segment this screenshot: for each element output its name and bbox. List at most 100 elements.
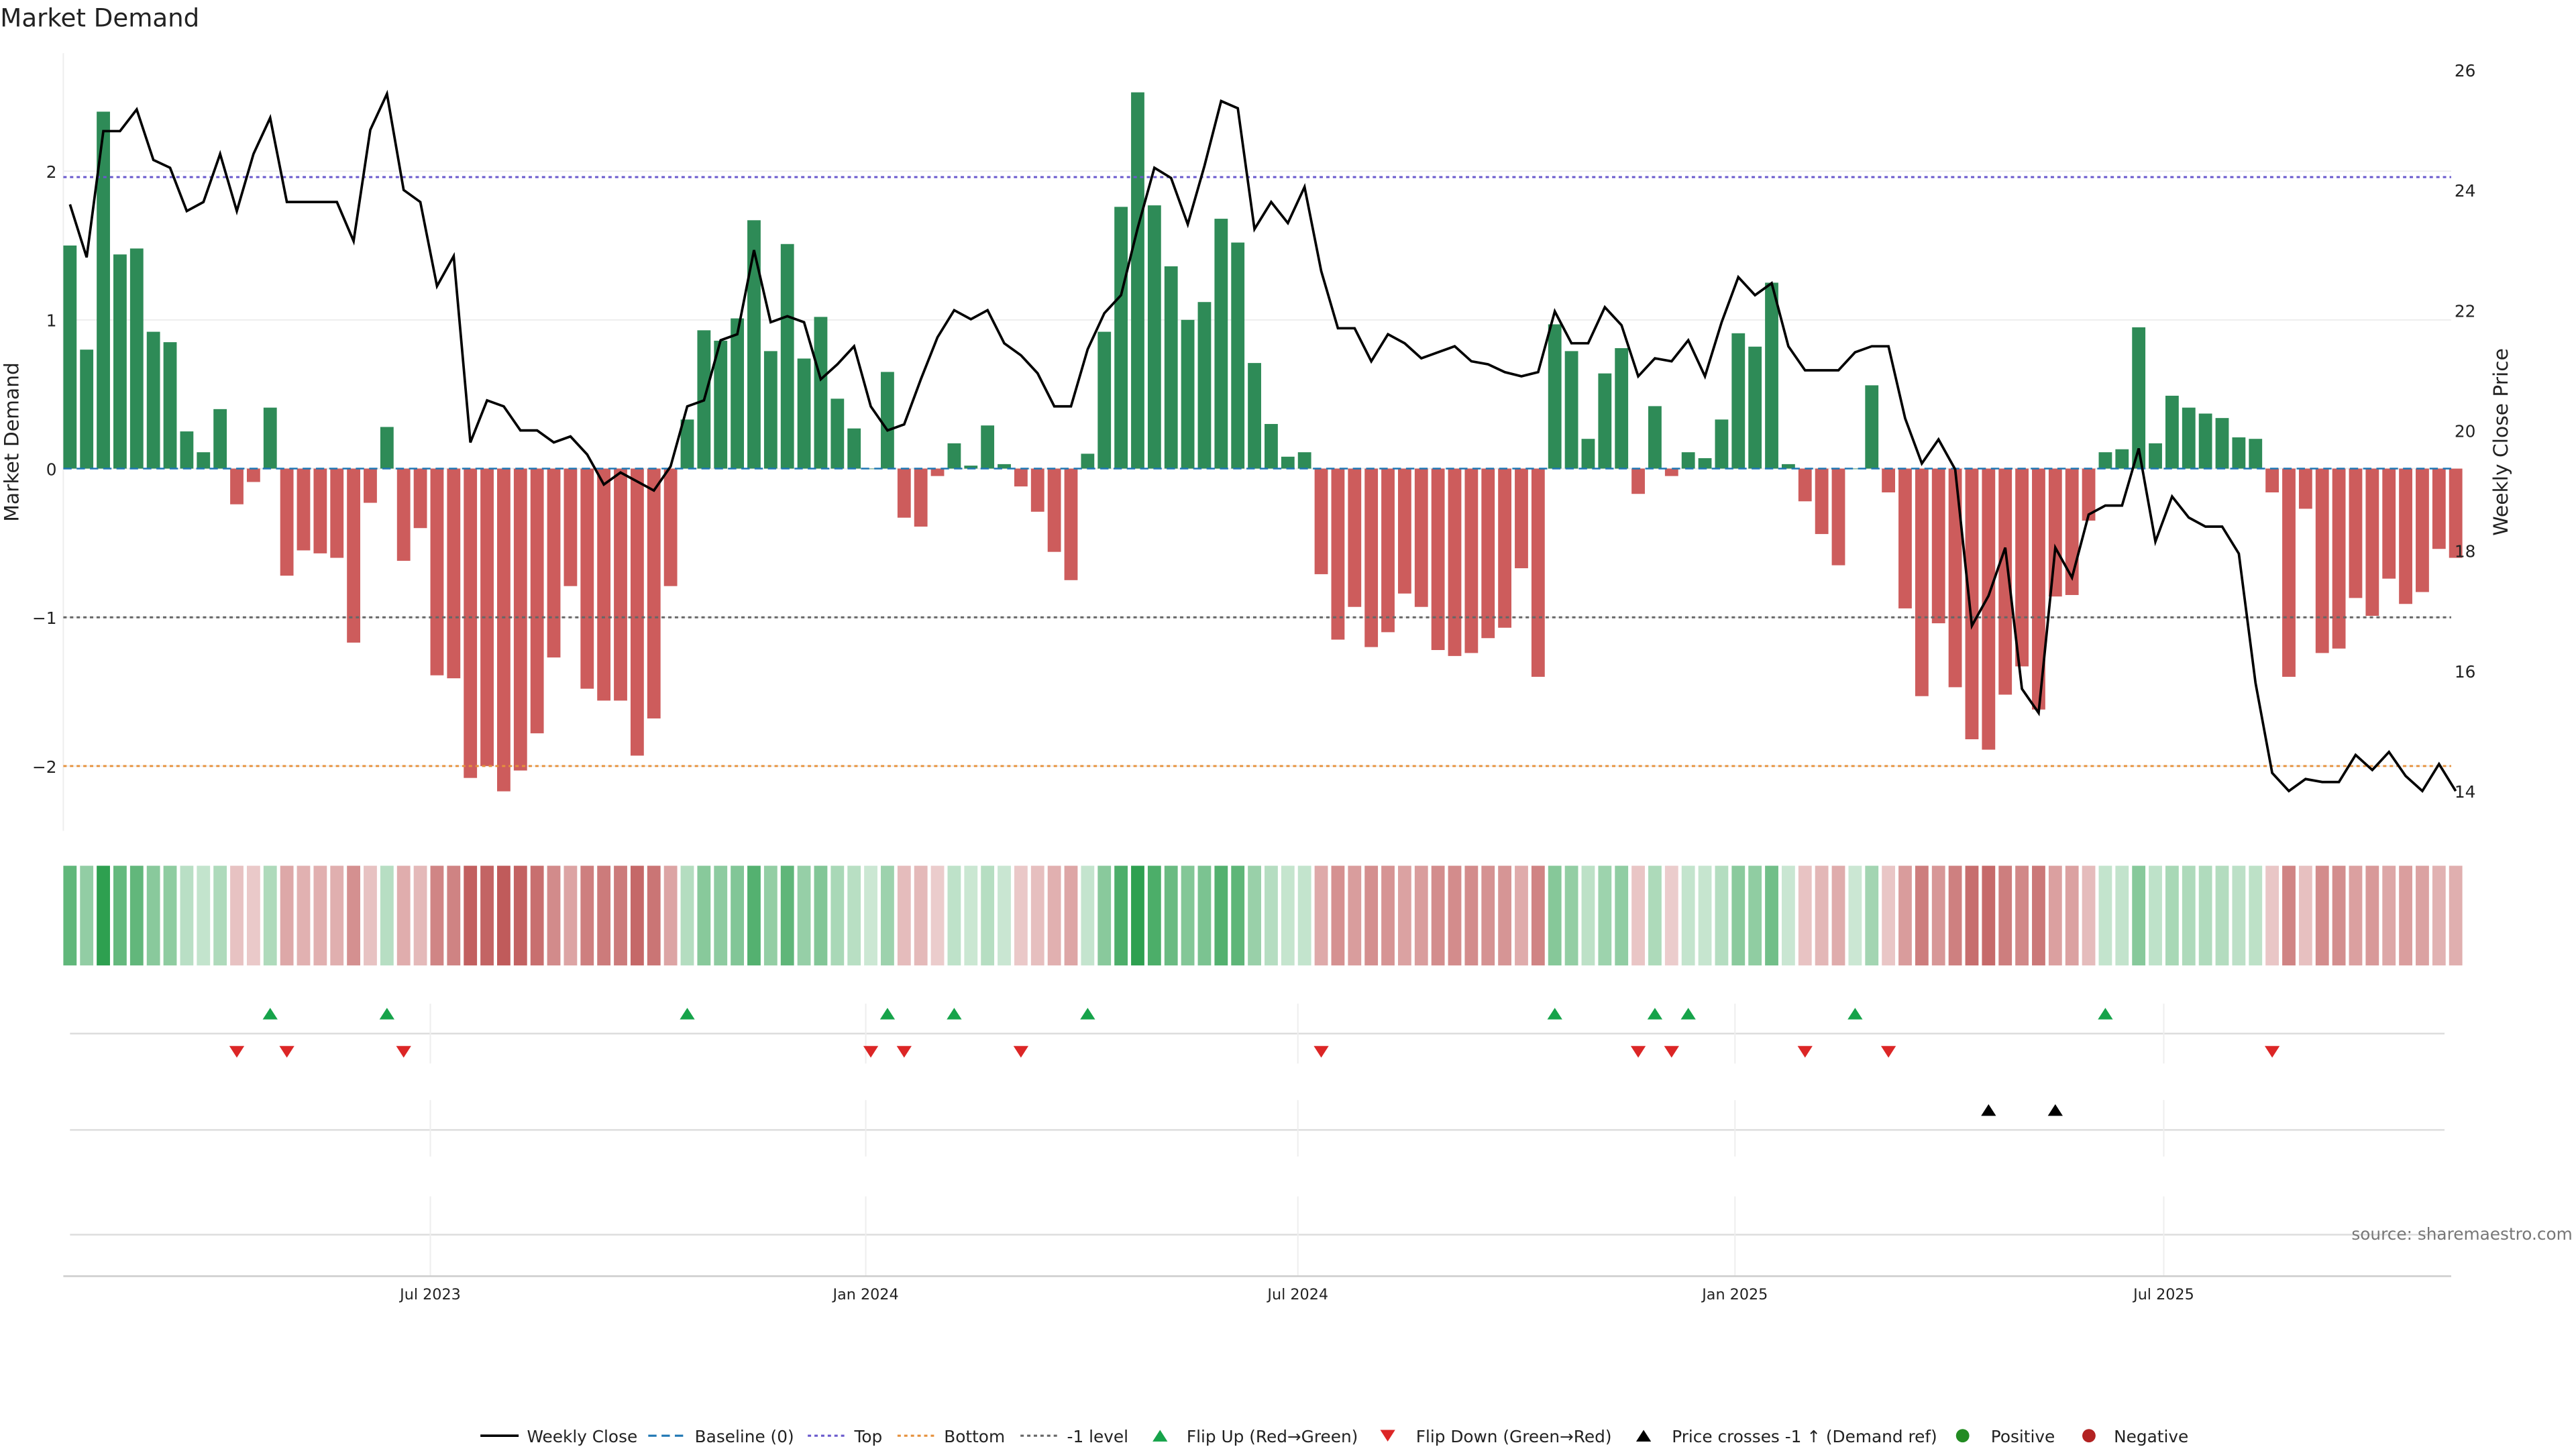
demand-bar bbox=[1948, 468, 1962, 688]
demand-bar bbox=[630, 468, 644, 756]
demand-bar bbox=[246, 468, 260, 482]
demand-bar bbox=[1515, 468, 1528, 569]
heat-cell bbox=[2432, 865, 2446, 966]
heat-cell bbox=[1348, 865, 1362, 966]
demand-bar bbox=[2015, 468, 2029, 667]
heat-cell bbox=[1231, 865, 1245, 966]
demand-bar bbox=[1848, 468, 1862, 470]
heat-cell bbox=[1731, 865, 1746, 966]
demand-bar bbox=[1414, 468, 1428, 607]
demand-bar bbox=[998, 464, 1011, 469]
heat-cell bbox=[2032, 865, 2045, 966]
heat-cell bbox=[197, 865, 211, 966]
flip-up-marker bbox=[947, 1008, 962, 1020]
heat-cell bbox=[1197, 865, 1212, 966]
demand-bar bbox=[1865, 385, 1879, 469]
heat-cell bbox=[330, 865, 344, 966]
demand-bar bbox=[830, 398, 845, 469]
heat-cell bbox=[998, 865, 1011, 966]
demand-bar bbox=[1431, 468, 1445, 651]
flip-down-marker bbox=[396, 1046, 411, 1058]
price-cross-marker bbox=[2047, 1104, 2063, 1116]
heat-cell bbox=[1297, 865, 1311, 966]
demand-bar bbox=[2416, 468, 2429, 592]
demand-bar bbox=[1564, 351, 1578, 469]
demand-bar bbox=[263, 407, 277, 469]
heat-cell bbox=[413, 865, 427, 966]
heat-cell bbox=[2015, 865, 2029, 966]
heat-cell bbox=[663, 865, 678, 966]
y-tick-label: −1 bbox=[32, 608, 57, 628]
demand-bar bbox=[2132, 327, 2146, 469]
heat-cell bbox=[2382, 865, 2396, 966]
demand-bar bbox=[1615, 347, 1629, 469]
heat-cell bbox=[881, 865, 894, 966]
y-tick-label: 2 bbox=[46, 162, 57, 182]
heat-cell bbox=[2298, 865, 2312, 966]
demand-bar bbox=[2048, 468, 2062, 597]
heat-cell bbox=[1431, 865, 1445, 966]
demand-bar bbox=[447, 468, 461, 679]
demand-bar bbox=[1014, 468, 1028, 487]
heat-cell bbox=[2115, 865, 2129, 966]
demand-bar bbox=[513, 468, 527, 771]
demand-bar bbox=[564, 468, 578, 586]
heat-cell bbox=[1097, 865, 1112, 966]
heat-cell bbox=[647, 865, 661, 966]
heat-cell bbox=[2282, 865, 2296, 966]
heat-cell bbox=[1030, 865, 1044, 966]
heat-cell bbox=[1982, 865, 1996, 966]
heat-cell bbox=[1548, 865, 1562, 966]
demand-bar bbox=[2182, 407, 2196, 469]
demand-bar bbox=[230, 468, 244, 504]
demand-bar bbox=[1982, 468, 1996, 750]
x-axis: Jul 2023 Jan 2024 Jul 2024 Jan 2025 Jul 2025 bbox=[63, 1275, 2451, 1303]
demand-bar bbox=[1381, 468, 1395, 633]
demand-bar bbox=[129, 248, 144, 469]
demand-bar bbox=[1798, 468, 1812, 502]
demand-bar bbox=[330, 468, 344, 558]
heat-cell bbox=[464, 865, 478, 966]
y-tick-label: 0 bbox=[46, 460, 57, 479]
demand-bar bbox=[1882, 468, 1896, 493]
demand-bar bbox=[547, 468, 561, 658]
demand-bar bbox=[1181, 319, 1195, 469]
heat-cell bbox=[497, 865, 511, 966]
demand-bar bbox=[881, 372, 894, 469]
heat-cell bbox=[1515, 865, 1528, 966]
heat-cell bbox=[313, 865, 327, 966]
heat-cell bbox=[897, 865, 911, 966]
heat-cell bbox=[914, 865, 928, 966]
demand-bar bbox=[1164, 266, 1178, 469]
heat-cell bbox=[614, 865, 627, 966]
heat-cell bbox=[981, 865, 995, 966]
heat-cell bbox=[396, 865, 411, 966]
heat-cell bbox=[1114, 865, 1128, 966]
heat-cell bbox=[1131, 865, 1144, 966]
legend-label: Weekly Close bbox=[527, 1427, 638, 1446]
heat-cell bbox=[447, 865, 461, 966]
demand-heat-strip bbox=[63, 865, 2463, 966]
weekly-close-line-group bbox=[68, 89, 2457, 794]
heat-cell bbox=[2265, 865, 2279, 966]
demand-bar bbox=[1715, 419, 1729, 469]
heat-cell bbox=[1397, 865, 1411, 966]
heat-cell bbox=[163, 865, 177, 966]
demand-bar bbox=[2349, 468, 2363, 598]
legend-label: Top bbox=[853, 1427, 882, 1446]
demand-bar bbox=[1548, 324, 1562, 469]
heat-cell bbox=[1765, 865, 1778, 966]
heat-cell bbox=[1164, 865, 1178, 966]
demand-bar bbox=[1581, 439, 1595, 469]
demand-bar bbox=[897, 468, 911, 518]
demand-bar bbox=[180, 431, 194, 469]
x-tick-label: Jul 2024 bbox=[1266, 1286, 1328, 1303]
heat-cell bbox=[2215, 865, 2229, 966]
heat-cell bbox=[2449, 865, 2463, 966]
heat-cell bbox=[714, 865, 728, 966]
demand-bar bbox=[1331, 468, 1345, 640]
heat-cell bbox=[1281, 865, 1295, 966]
flip-down-marker bbox=[1313, 1046, 1329, 1058]
demand-bar bbox=[1397, 468, 1411, 594]
demand-bar bbox=[2165, 395, 2179, 469]
